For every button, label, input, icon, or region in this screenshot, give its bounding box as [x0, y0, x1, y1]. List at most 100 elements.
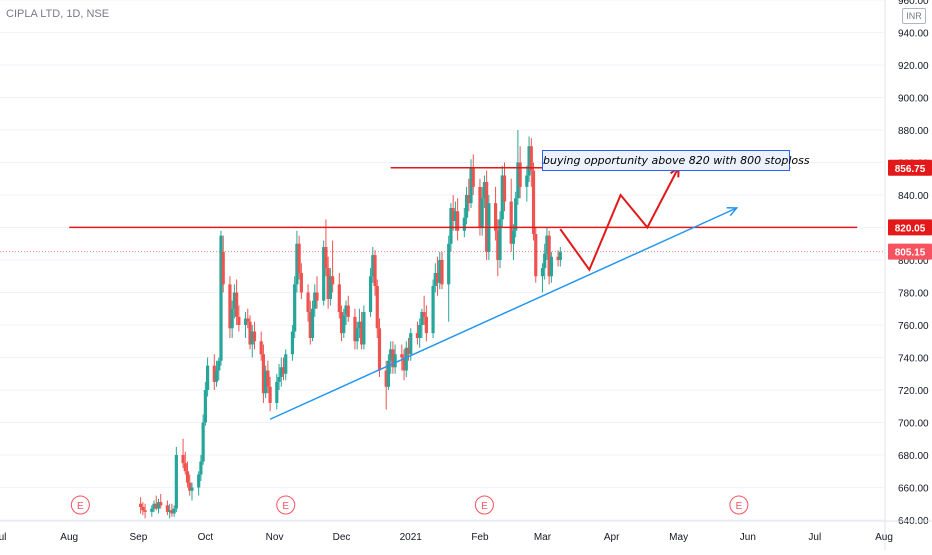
candle-body	[518, 162, 522, 187]
candle-body	[228, 284, 232, 329]
candle-body	[456, 211, 460, 231]
candle-body	[284, 354, 288, 374]
candle-body	[281, 367, 286, 374]
candle-body	[558, 251, 562, 260]
x-tick-label: 2021	[400, 532, 423, 543]
candle-body	[252, 331, 257, 342]
candle-body	[275, 381, 279, 403]
candle-body	[293, 284, 297, 332]
earnings-label: E	[77, 501, 84, 512]
candle-body	[339, 312, 344, 334]
candle-body	[502, 175, 507, 202]
candle-body	[402, 357, 406, 371]
candle-body	[290, 331, 295, 355]
candle-body	[549, 256, 553, 277]
annotation-text[interactable]: buying opportunity above 820 with 800 st…	[542, 150, 810, 171]
earnings-label: E	[736, 501, 743, 512]
candle-body	[556, 256, 560, 260]
earnings-marker	[474, 495, 494, 515]
x-tick-label: Mar	[534, 532, 552, 543]
trendline-arrowhead	[726, 207, 739, 217]
earnings-marker	[276, 495, 296, 515]
candle-body	[447, 243, 451, 285]
candle-body	[435, 273, 440, 283]
x-tick-label: May	[669, 532, 688, 543]
candle-body	[509, 201, 513, 244]
candle-body	[511, 230, 516, 244]
candle-body	[451, 208, 455, 221]
candle-body	[214, 370, 219, 382]
candle-body	[431, 286, 435, 334]
earnings-marker	[70, 495, 90, 515]
x-tick-label: Dec	[333, 532, 351, 543]
y-tick-label: 660.00	[898, 484, 929, 495]
time-axis[interactable]: Jul Aug Sep Oct Nov Dec 2021 Feb Mar Apr May Jun Jul…	[0, 520, 932, 543]
candle-body	[433, 273, 437, 286]
candle-body	[183, 463, 187, 472]
candle-body	[547, 235, 551, 277]
candle-body	[326, 268, 330, 299]
price-label-box	[888, 243, 932, 260]
candle-body	[261, 354, 266, 394]
candle-body	[453, 211, 457, 221]
candle-body	[237, 316, 241, 325]
candle-body	[418, 325, 422, 338]
candle-body	[264, 370, 268, 394]
x-tick-label: Jul	[0, 532, 6, 543]
price-label: 820.05	[895, 223, 926, 234]
candle-body	[462, 217, 466, 231]
candle-body	[485, 182, 489, 252]
candle-body	[469, 167, 473, 204]
candle-body	[531, 170, 536, 234]
candle-body	[377, 328, 382, 371]
candle-body	[201, 422, 205, 462]
candle-body	[199, 461, 203, 475]
candle-body	[324, 247, 328, 269]
candle-body	[500, 175, 504, 220]
candle-body	[279, 367, 283, 377]
grid-layer	[0, 0, 884, 521]
candle-body	[389, 349, 393, 361]
price-axis[interactable]: 640.00660.00680.00700.00720.00740.00760.…	[884, 0, 932, 550]
candle-body	[449, 208, 453, 244]
currency-label[interactable]: INR	[902, 8, 926, 24]
candle-body	[174, 455, 178, 509]
candle-body	[371, 255, 375, 277]
candle-body	[206, 365, 210, 390]
candle-body	[212, 365, 216, 382]
candle-body	[219, 235, 223, 361]
candle-body	[139, 503, 143, 507]
earnings-marker	[729, 495, 749, 515]
price-label-box	[888, 159, 932, 176]
x-tick-label: Jul	[808, 532, 821, 543]
y-tick-label: 920.00	[898, 61, 929, 72]
candle-body	[498, 219, 502, 260]
candle-body	[315, 292, 319, 301]
candle-body	[529, 146, 533, 171]
y-tick-label: 940.00	[898, 29, 929, 40]
candle-body	[406, 347, 411, 355]
candle-body	[467, 195, 471, 204]
candle-body	[360, 321, 364, 345]
candle-body	[391, 349, 395, 368]
candle-body	[400, 354, 404, 358]
symbol-title: CIPLA LTD, 1D, NSE	[6, 8, 110, 20]
candle-body	[217, 360, 221, 371]
candle-body	[165, 505, 170, 512]
candle-body	[310, 308, 315, 338]
candle-body	[393, 354, 397, 368]
candle-body	[322, 247, 326, 301]
x-tick-label: Apr	[604, 532, 620, 543]
candle-body	[386, 360, 391, 387]
candle-body	[268, 386, 272, 403]
candle-body	[342, 315, 346, 334]
candle-body	[424, 316, 428, 334]
candle-body	[299, 273, 303, 293]
x-tick-label: Aug	[875, 532, 893, 543]
y-tick-label: 720.00	[898, 386, 929, 397]
candle-body	[514, 198, 518, 231]
candle-body	[540, 268, 545, 277]
candle-body	[313, 292, 317, 309]
